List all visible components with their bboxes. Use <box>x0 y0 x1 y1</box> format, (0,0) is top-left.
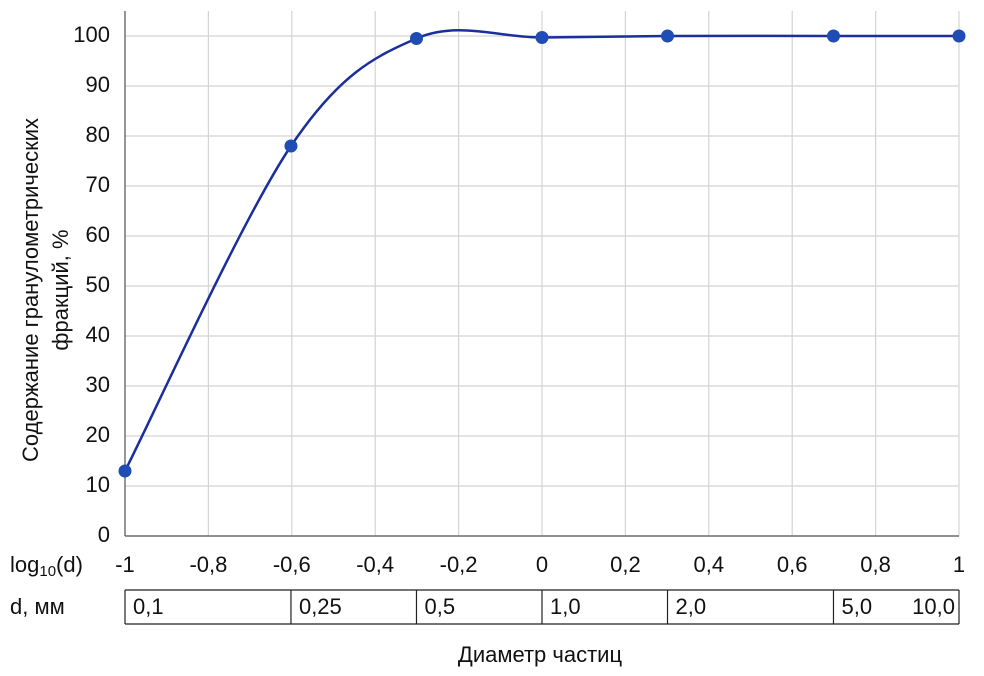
d-label: 0,5 <box>424 594 455 619</box>
log-base: log <box>10 552 39 577</box>
data-point <box>409 32 423 45</box>
data-point <box>284 139 298 153</box>
y-tick-label: 40 <box>86 322 110 347</box>
y-tick-label: 70 <box>86 172 110 197</box>
y-axis-title-line: Содержание гранулометрических <box>18 118 43 462</box>
y-tick-label: 20 <box>86 422 110 447</box>
y-tick-label: 80 <box>86 122 110 147</box>
y-tick-label: 30 <box>86 372 110 397</box>
y-tick-label: 100 <box>73 22 110 47</box>
d-row-label: d, мм <box>10 594 65 619</box>
d-label: 5,0 <box>841 594 872 619</box>
x-tick-label: 1 <box>953 552 965 577</box>
d-label: 2,0 <box>676 594 707 619</box>
x-tick-label: -0,8 <box>189 552 227 577</box>
d-label: 0,25 <box>299 594 342 619</box>
d-label: 1,0 <box>550 594 581 619</box>
log-arg: (d) <box>56 552 83 577</box>
y-tick-label: 10 <box>86 472 110 497</box>
x-tick-label: -0,4 <box>356 552 394 577</box>
series-line <box>123 29 959 472</box>
x-tick-label: 0,6 <box>777 552 808 577</box>
x-tick-label: -1 <box>115 552 135 577</box>
y-axis-title-line: фракций, % <box>48 229 73 350</box>
data-point <box>118 464 132 478</box>
x-tick-label: 0 <box>536 552 548 577</box>
x-tick-label: -0,6 <box>273 552 311 577</box>
data-point <box>535 31 549 44</box>
d-label: 0,1 <box>133 594 164 619</box>
data-point <box>952 29 966 43</box>
x-axis-title: Диаметр частиц <box>458 642 623 667</box>
y-tick-label: 0 <box>98 522 110 547</box>
y-tick-label: 50 <box>86 272 110 297</box>
y-tick-label: 90 <box>86 72 110 97</box>
y-tick-label: 60 <box>86 222 110 247</box>
log-row-label: log10(d) <box>10 552 83 580</box>
x-tick-label: 0,8 <box>860 552 891 577</box>
data-point <box>661 29 675 43</box>
x-tick-label: 0,2 <box>610 552 641 577</box>
log-sub: 10 <box>39 563 56 580</box>
x-tick-label: -0,2 <box>440 552 478 577</box>
y-axis-title: Содержание гранулометрических фракций, % <box>18 118 73 462</box>
d-label: 10,0 <box>912 594 955 619</box>
data-point <box>826 29 840 43</box>
x-tick-label: 0,4 <box>694 552 725 577</box>
